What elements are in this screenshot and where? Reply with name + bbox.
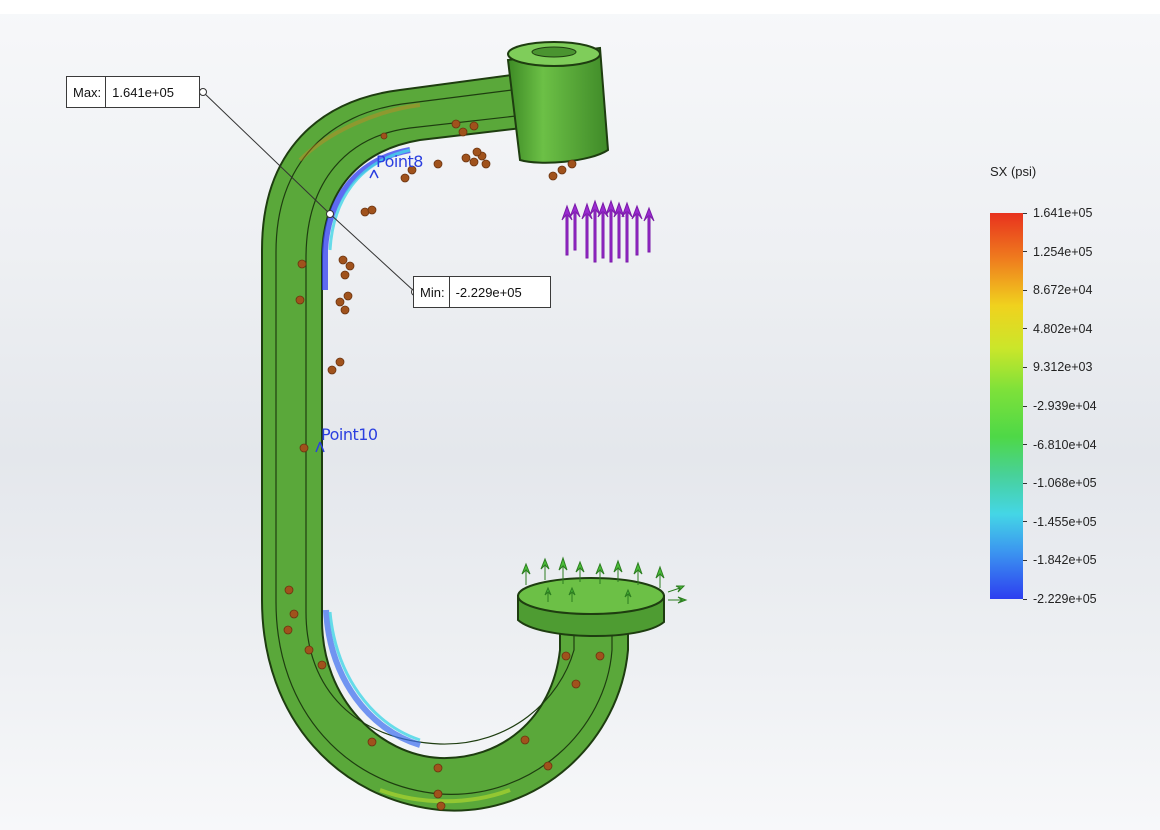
- legend-tick-mark: [1023, 482, 1027, 484]
- max-probe-callout[interactable]: Max: 1.641e+05: [66, 76, 200, 108]
- legend-tick-label: 4.802e+04: [1033, 321, 1093, 336]
- inlet-flange: [517, 577, 665, 638]
- legend-tick-label: 1.254e+05: [1033, 244, 1093, 259]
- legend-tick-label: -2.939e+04: [1033, 399, 1097, 413]
- legend-tick-label: -6.810e+04: [1033, 437, 1097, 452]
- legend-tick-mark: [1023, 521, 1027, 523]
- viewport-top-edge: [0, 0, 1160, 14]
- legend-tick-label: 9.312e+03: [1033, 360, 1093, 375]
- point8-label[interactable]: Point8: [376, 152, 423, 171]
- legend-tick-mark: [1023, 212, 1027, 214]
- min-probe-callout[interactable]: Min: -2.229e+05: [413, 276, 551, 308]
- max-probe-label: Max:: [67, 77, 107, 107]
- legend-tick-label: -1.842e+05: [1033, 553, 1097, 568]
- legend-tick-mark: [1023, 444, 1027, 446]
- legend-tick-mark: [1023, 598, 1027, 600]
- stress-legend[interactable]: SX (psi) 1.641e+05 1.254e+05 8.672e+04 4.80…: [985, 160, 1125, 610]
- point-markers: [315, 169, 379, 453]
- legend-tick-label: 8.672e+04: [1033, 283, 1093, 298]
- legend-tick-mark: [1023, 289, 1027, 291]
- legend-tick-label: -2.229e+05: [1033, 592, 1097, 606]
- min-probe-value: -2.229e+05: [455, 284, 522, 300]
- fixture-arrows-icon: [521, 556, 688, 604]
- outlet-cylinder: [506, 41, 610, 164]
- legend-tick-mark: [1023, 366, 1027, 368]
- max-probe-value: 1.641e+05: [112, 84, 174, 100]
- legend-tick-mark: [1023, 328, 1027, 330]
- legend-tick-mark: [1023, 559, 1027, 561]
- legend-tick-label: -1.455e+05: [1033, 514, 1097, 529]
- legend-tick-mark: [1023, 405, 1027, 407]
- legend-color-bar: [990, 213, 1023, 599]
- pipe-body: [261, 73, 629, 812]
- legend-tick-label: -1.068e+05: [1033, 476, 1097, 491]
- legend-title: SX (psi): [990, 164, 1037, 179]
- point10-label[interactable]: Point10: [321, 425, 378, 444]
- legend-tick-mark: [1023, 251, 1027, 253]
- min-probe-label: Min:: [414, 277, 450, 307]
- legend-tick-label: 1.641e+05: [1033, 206, 1093, 220]
- load-arrows-icon: [561, 199, 655, 263]
- force-markers-icon: [283, 119, 605, 811]
